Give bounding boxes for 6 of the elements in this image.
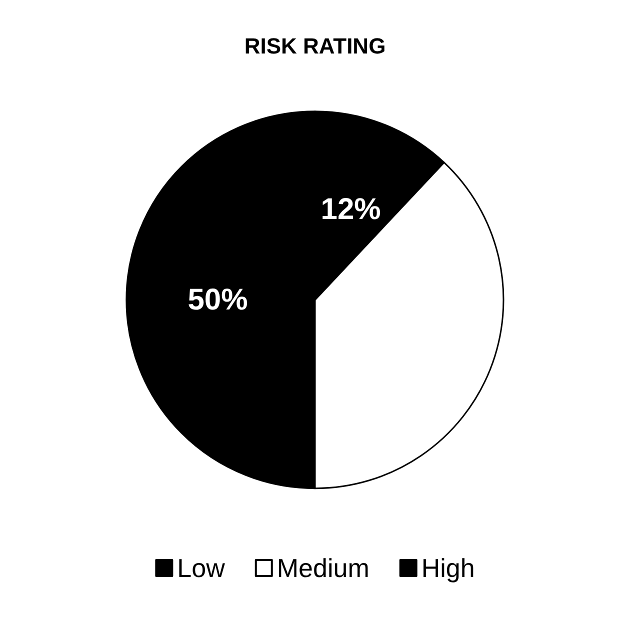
legend-label: Low xyxy=(177,553,226,583)
data-label: 50% xyxy=(188,283,248,316)
data-label: 12% xyxy=(320,192,381,226)
legend-label: High xyxy=(421,553,475,583)
legend-label: Medium xyxy=(276,553,370,583)
chart-title: RISK RATING xyxy=(244,34,386,58)
